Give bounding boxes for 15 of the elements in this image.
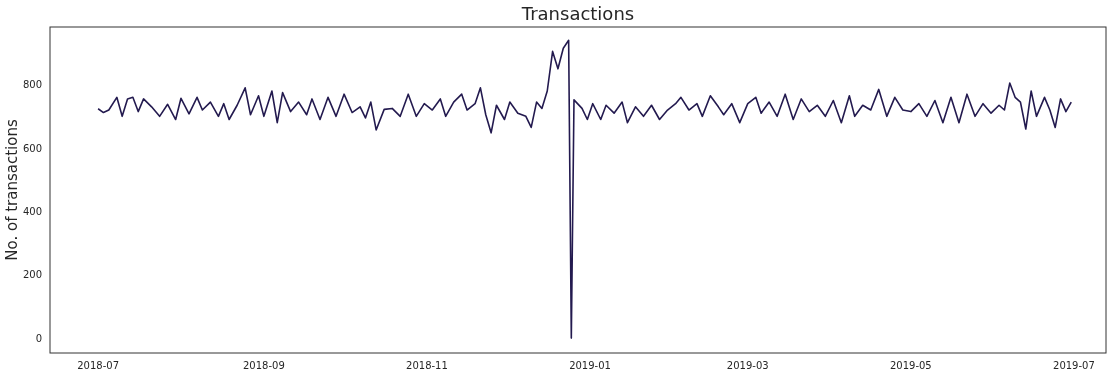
y-tick-label: 400 [22,205,42,217]
x-tick-label: 2019-07 [1053,360,1095,371]
line-series [97,39,1073,339]
y-tick-label: 800 [22,79,42,91]
y-tick-label: 600 [22,142,42,154]
x-tick-label: 2018-09 [242,360,285,371]
x-tick-label: 2018-07 [77,360,120,371]
x-tick-label: 2019-05 [889,360,932,371]
x-tick-label: 2019-03 [726,360,769,371]
chart-title: Transactions [520,3,635,24]
y-tick-label: 0 [35,332,42,344]
x-tick-label: 2019-01 [569,360,611,371]
y-tick-label: 200 [22,269,42,281]
y-axis-title: No. of transactions [3,119,21,261]
x-tick-label: 2018-11 [406,360,448,371]
